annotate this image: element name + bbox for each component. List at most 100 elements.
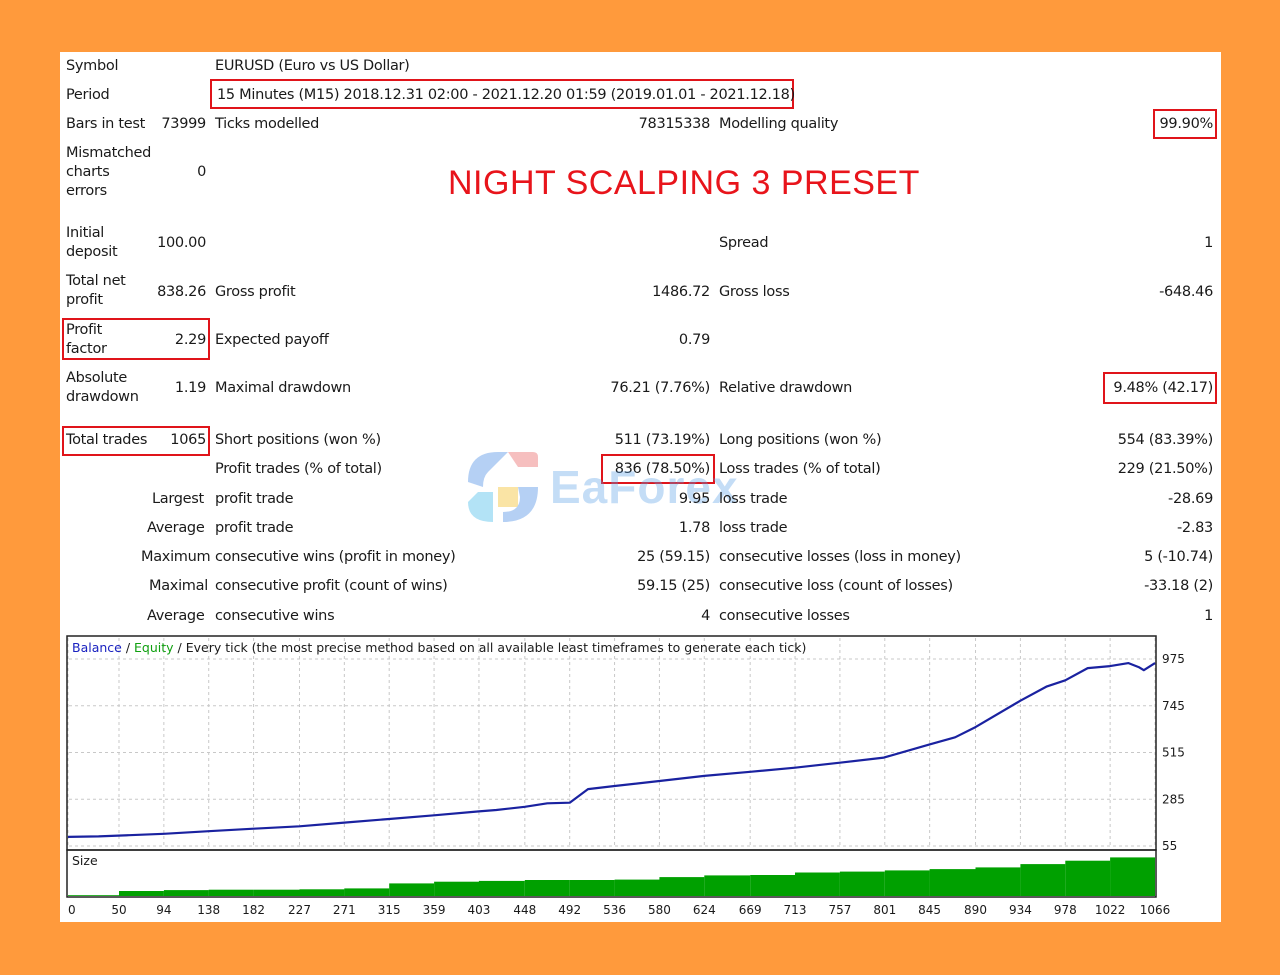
y-tick-label: 975 [1162, 652, 1185, 666]
x-tick-label: 934 [1009, 903, 1032, 917]
size-chart-frame [66, 849, 1157, 898]
x-tick-label: 801 [873, 903, 896, 917]
gross-profit-label: Gross profit [215, 284, 296, 300]
maximal-profit-value: 59.15 (25) [637, 578, 710, 594]
size-bar [1020, 864, 1066, 896]
maximum-losses-label: consecutive losses (loss in money) [719, 549, 961, 565]
gross-loss-label: Gross loss [719, 284, 790, 300]
maximal-dd-label: Maximal drawdown [215, 380, 351, 396]
x-tick-label: 0 [68, 903, 76, 917]
size-bar [434, 881, 479, 896]
loss-trades-label: Loss trades (% of total) [719, 461, 881, 477]
total-trades-label: Total trades [66, 432, 148, 448]
bars-label: Bars in test [66, 116, 146, 132]
largest-label: Largest [152, 491, 204, 507]
size-bar [614, 879, 660, 896]
watermark-text: EaForex [550, 461, 739, 513]
profit-trades-value: 836 (78.50%) [614, 461, 711, 477]
x-tick-label: 624 [693, 903, 716, 917]
size-bar [253, 889, 300, 896]
net-profit-value: 838.26 [157, 284, 206, 300]
profit-trades-highlight-box [601, 454, 715, 484]
gross-loss-value: -648.46 [1159, 284, 1213, 300]
gross-profit-value: 1486.72 [652, 284, 710, 300]
x-tick-label: 845 [918, 903, 941, 917]
ticks-label: Ticks modelled [215, 116, 320, 132]
size-bar [929, 869, 976, 896]
x-tick-label: 1022 [1095, 903, 1126, 917]
size-bar [478, 880, 525, 896]
maximum-losses-value: 5 (-10.74) [1144, 549, 1213, 565]
profit-factor-label-1: Profit [66, 322, 103, 338]
symbol-value: EURUSD (Euro vs US Dollar) [215, 58, 410, 74]
total-trades-highlight-box [62, 426, 210, 456]
legend-sep: / [122, 640, 134, 655]
size-label: Size [72, 853, 98, 868]
absolute-dd-value: 1.19 [174, 380, 206, 396]
maximal-label: Maximal [149, 578, 208, 594]
maximal-profit-label: consecutive profit (count of wins) [215, 578, 448, 594]
size-bar [344, 888, 390, 896]
long-positions-label: Long positions (won %) [719, 432, 882, 448]
profit-trades-label: Profit trades (% of total) [215, 461, 382, 477]
x-tick-label: 890 [964, 903, 987, 917]
legend-balance: Balance [72, 640, 122, 655]
initial-deposit-label-1: Initial [66, 225, 105, 241]
size-bar [68, 895, 119, 896]
main-chart-frame [66, 635, 1157, 851]
quality-label: Modelling quality [719, 116, 839, 132]
size-bar [524, 880, 570, 896]
relative-dd-label: Relative drawdown [719, 380, 853, 396]
average-profit-value: 1.78 [678, 520, 710, 536]
x-tick-label: 536 [603, 903, 626, 917]
period-highlight-box [210, 79, 794, 109]
chart-grid [67, 638, 1156, 848]
relative-dd-value: 9.48% (42.17) [1113, 380, 1213, 396]
x-tick-label: 271 [333, 903, 356, 917]
x-tick-label: 50 [111, 903, 126, 917]
initial-deposit-label-2: deposit [66, 244, 118, 260]
x-tick-label: 1066 [1140, 903, 1171, 917]
avg-consec-losses-value: 1 [1204, 608, 1213, 624]
period-label: Period [66, 87, 110, 103]
balance-series [67, 662, 1156, 838]
average-profit-label: profit trade [215, 520, 294, 536]
size-bar [569, 880, 615, 896]
x-tick-label: 580 [648, 903, 671, 917]
average-label: Average [147, 520, 205, 536]
average-loss-label: loss trade [719, 520, 788, 536]
profit-factor-highlight-box [62, 318, 210, 360]
x-tick-label: 138 [197, 903, 220, 917]
total-trades-value: 1065 [170, 432, 206, 448]
spread-label: Spread [719, 235, 769, 251]
size-bar [1065, 860, 1111, 896]
bars-value: 73999 [161, 116, 206, 132]
headline-title: NIGHT SCALPING 3 PRESET [448, 164, 920, 202]
size-bar [975, 867, 1021, 896]
eaforex-logo-icon [468, 452, 538, 522]
balance-line [67, 662, 1156, 838]
size-bar [750, 875, 796, 896]
average-loss-value: -2.83 [1176, 520, 1213, 536]
size-bar [119, 891, 164, 896]
size-bar [299, 889, 345, 896]
absolute-dd-label-1: Absolute [66, 370, 127, 386]
expected-payoff-value: 0.79 [678, 332, 710, 348]
y-tick-label: 745 [1162, 699, 1185, 713]
size-bar [839, 871, 885, 896]
y-axis-ticks: 975 745 515 285 55 [1162, 652, 1185, 853]
size-bar [208, 889, 254, 896]
size-bar [704, 875, 751, 896]
net-profit-label-1: Total net [66, 273, 126, 289]
period-value: 15 Minutes (M15) 2018.12.31 02:00 - 2021… [217, 87, 795, 103]
maximal-loss-value: -33.18 (2) [1144, 578, 1213, 594]
x-tick-label: 492 [558, 903, 581, 917]
quality-value: 99.90% [1159, 116, 1214, 132]
size-bar [389, 883, 435, 896]
symbol-label: Symbol [66, 58, 119, 74]
mismatched-label-2: charts [66, 164, 110, 180]
largest-loss-value: -28.69 [1168, 491, 1213, 507]
size-bar [659, 877, 705, 896]
balance-chart: 975 745 515 285 55 0 50 94 138 182 227 271 315 359 40… [66, 635, 1185, 917]
quality-highlight-box [1153, 109, 1217, 139]
